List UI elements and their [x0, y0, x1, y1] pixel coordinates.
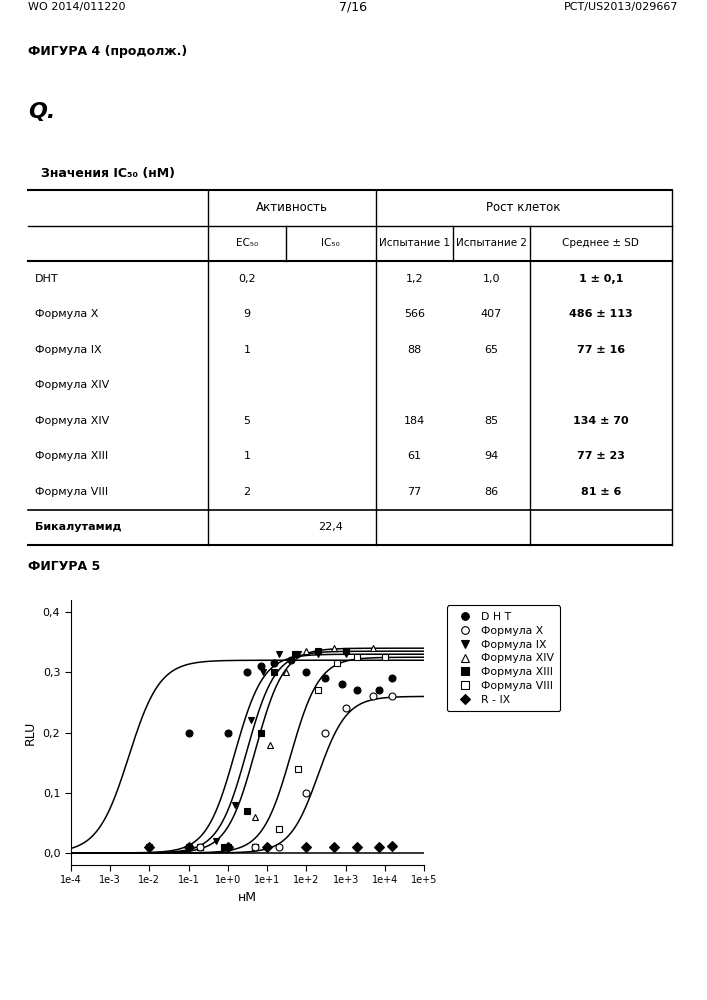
- Text: PCT/US2013/029667: PCT/US2013/029667: [564, 2, 679, 12]
- Text: Среднее ± SD: Среднее ± SD: [563, 238, 639, 248]
- Text: 1,2: 1,2: [406, 274, 423, 284]
- Text: IC₅₀: IC₅₀: [321, 238, 340, 248]
- Legend: D H T, Формула X, Формула IX, Формула XIV, Формула XIII, Формула VIII, R - IX: D H T, Формула X, Формула IX, Формула XI…: [448, 605, 561, 711]
- Text: Рост клеток: Рост клеток: [486, 201, 561, 214]
- Text: 486 ± 113: 486 ± 113: [569, 309, 633, 319]
- Text: 65: 65: [484, 345, 498, 355]
- Text: 2: 2: [243, 487, 250, 497]
- Text: Формула XIV: Формула XIV: [35, 416, 109, 426]
- Text: DHT: DHT: [35, 274, 59, 284]
- Text: Активность: Активность: [256, 201, 328, 214]
- Text: Q.: Q.: [28, 102, 56, 122]
- Text: 61: 61: [407, 451, 421, 461]
- Y-axis label: RLU: RLU: [24, 720, 37, 745]
- Text: 0,2: 0,2: [238, 274, 256, 284]
- Text: 77 ± 16: 77 ± 16: [577, 345, 625, 355]
- Text: 1: 1: [243, 345, 250, 355]
- Text: 566: 566: [404, 309, 425, 319]
- Text: 1,0: 1,0: [483, 274, 501, 284]
- Text: ФИГУРА 5: ФИГУРА 5: [28, 560, 100, 572]
- Text: Испытание 1: Испытание 1: [379, 238, 450, 248]
- Text: 9: 9: [243, 309, 250, 319]
- Text: Формула XIII: Формула XIII: [35, 451, 108, 461]
- X-axis label: нM: нM: [238, 891, 257, 904]
- Text: 134 ± 70: 134 ± 70: [573, 416, 629, 426]
- Text: Испытание 2: Испытание 2: [456, 238, 527, 248]
- Text: 77 ± 23: 77 ± 23: [577, 451, 625, 461]
- Text: Формула X: Формула X: [35, 309, 98, 319]
- Text: 1 ± 0,1: 1 ± 0,1: [579, 274, 623, 284]
- Text: EC₅₀: EC₅₀: [236, 238, 258, 248]
- Text: Значения IC₅₀ (нМ): Значения IC₅₀ (нМ): [41, 167, 175, 180]
- Text: 94: 94: [484, 451, 498, 461]
- Text: 7/16: 7/16: [339, 0, 368, 13]
- Text: 85: 85: [484, 416, 498, 426]
- Text: 5: 5: [243, 416, 250, 426]
- Text: 86: 86: [484, 487, 498, 497]
- Text: Формула XIV: Формула XIV: [35, 380, 109, 390]
- Text: 407: 407: [481, 309, 502, 319]
- Text: WO 2014/011220: WO 2014/011220: [28, 2, 126, 12]
- Text: Бикалутамид: Бикалутамид: [35, 522, 121, 532]
- Text: 77: 77: [407, 487, 421, 497]
- Text: 184: 184: [404, 416, 425, 426]
- Text: Формула VIII: Формула VIII: [35, 487, 108, 497]
- Text: 81 ± 6: 81 ± 6: [580, 487, 621, 497]
- Text: ФИГУРА 4 (продолж.): ФИГУРА 4 (продолж.): [28, 45, 187, 58]
- Text: 1: 1: [243, 451, 250, 461]
- Text: 22,4: 22,4: [318, 522, 343, 532]
- Text: 88: 88: [407, 345, 421, 355]
- Text: Формула IX: Формула IX: [35, 345, 101, 355]
